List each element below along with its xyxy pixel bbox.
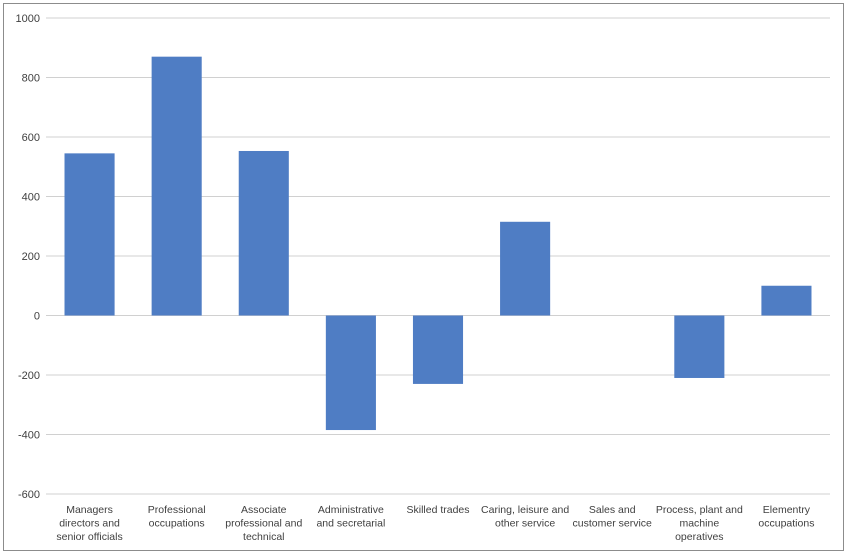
- x-category-label: Skilled trades: [406, 504, 469, 516]
- x-category-label-line: technical: [243, 531, 284, 543]
- bar: [674, 315, 725, 378]
- y-tick-label: -200: [18, 370, 40, 382]
- x-category-label: Sales and customer service: [573, 504, 653, 530]
- bar: [64, 153, 115, 316]
- x-category-label-line: Professional: [148, 504, 206, 516]
- x-category-label-line: other service: [495, 518, 555, 530]
- x-category-label-line: Elementry: [763, 504, 811, 516]
- x-category-label-line: Sales and: [589, 504, 636, 516]
- bar: [500, 221, 551, 316]
- x-category-label-line: Skilled trades: [406, 504, 469, 516]
- x-category-label-line: Caring, leisure and: [481, 504, 569, 516]
- y-tick-label: 400: [22, 192, 40, 204]
- chart-frame: 1000 800 600 400 200 0 -200 -400 -600 Managers di…: [3, 3, 844, 551]
- bar: [325, 315, 376, 431]
- x-category-label: Professional occupations: [148, 504, 206, 530]
- bar: [238, 150, 289, 316]
- x-category-label: Administrative and secretarial: [316, 504, 385, 530]
- x-category-label-line: Process, plant and: [656, 504, 743, 516]
- x-category-label-line: occupations: [149, 518, 205, 530]
- x-category-label-line: Administrative: [318, 504, 384, 516]
- bars: [64, 56, 812, 431]
- x-category-label-line: professional and: [225, 518, 302, 530]
- x-category-label-line: Associate: [241, 504, 287, 516]
- x-category-label: Caring, leisure and other service: [481, 504, 569, 530]
- x-category-label-line: machine: [679, 518, 719, 530]
- x-category-label-line: senior officials: [56, 531, 122, 543]
- x-category-label-line: and secretarial: [316, 518, 385, 530]
- x-category-label-line: Managers: [66, 504, 113, 516]
- y-tick-label: 1000: [16, 13, 40, 25]
- x-category-label-line: directors and: [59, 518, 120, 530]
- bar: [151, 56, 202, 316]
- y-axis-ticks: 1000 800 600 400 200 0 -200 -400 -600: [16, 13, 40, 501]
- y-tick-label: 600: [22, 132, 40, 144]
- y-tick-label: 0: [34, 311, 40, 323]
- x-category-label-line: customer service: [573, 518, 653, 530]
- y-tick-label: -400: [18, 430, 40, 442]
- y-tick-label: -600: [18, 489, 40, 501]
- bar-chart: 1000 800 600 400 200 0 -200 -400 -600 Managers di…: [16, 13, 830, 543]
- bar: [761, 285, 812, 316]
- x-category-label-line: operatives: [675, 531, 723, 543]
- y-tick-label: 800: [22, 73, 40, 85]
- x-category-label: Elementry occupations: [758, 504, 814, 530]
- x-category-label-line: occupations: [758, 518, 814, 530]
- y-tick-label: 200: [22, 251, 40, 263]
- bar: [412, 315, 464, 384]
